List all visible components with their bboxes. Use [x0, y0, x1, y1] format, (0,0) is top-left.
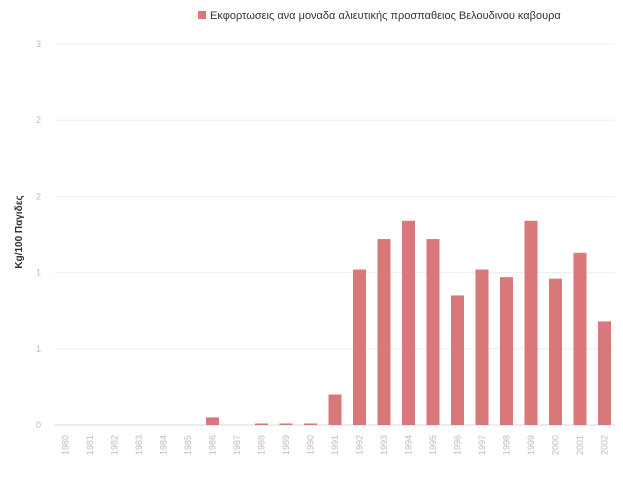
bar-1990 — [304, 423, 317, 425]
bar-1999 — [524, 220, 538, 425]
x-tick-label-1991: 1991 — [330, 435, 340, 455]
bar-1991 — [328, 394, 342, 425]
x-tick-label-1999: 1999 — [526, 435, 536, 455]
bar-2001 — [573, 252, 587, 425]
x-tick-label-1982: 1982 — [110, 435, 120, 455]
bar-1986 — [206, 417, 219, 425]
x-tick-label-1985: 1985 — [183, 435, 193, 455]
x-tick-label-1997: 1997 — [477, 435, 487, 455]
bar-1993 — [377, 239, 391, 425]
x-tick-label-2002: 2002 — [600, 435, 610, 455]
y-tick-label: 1 — [36, 268, 41, 278]
x-tick-label-1998: 1998 — [502, 435, 512, 455]
bar-1995 — [426, 239, 440, 425]
x-tick-label-1990: 1990 — [306, 435, 316, 455]
legend-swatch — [198, 11, 206, 19]
x-tick-label-1993: 1993 — [379, 435, 389, 455]
y-tick-labels: 0 1 1 2 2 3 — [36, 39, 41, 430]
y-tick-label: 2 — [36, 191, 41, 201]
x-tick-label-1995: 1995 — [428, 435, 438, 455]
x-tick-label-1994: 1994 — [404, 435, 414, 455]
x-tick-label-1989: 1989 — [281, 435, 291, 455]
x-tick-label-1987: 1987 — [232, 435, 242, 455]
bar-1996 — [451, 295, 464, 425]
y-tick-label: 0 — [36, 420, 41, 430]
legend-label: Εκφορτωσεις ανα μοναδα αλιευτικής προσπα… — [210, 10, 561, 22]
x-tick-label-2000: 2000 — [551, 435, 561, 455]
y-tick-label: 3 — [36, 39, 41, 49]
bar-1998 — [500, 277, 513, 425]
y-axis-label: Kg/100 Παγιδες — [14, 195, 25, 268]
x-tick-label-1983: 1983 — [134, 435, 144, 455]
x-tick-label-1988: 1988 — [257, 435, 267, 455]
bar-1992 — [353, 269, 366, 425]
bars — [206, 220, 611, 425]
x-tick-labels: 1980 1981 1982 1983 1984 1985 1986 1987 1988 1989… — [61, 435, 610, 455]
bar-2000 — [549, 278, 562, 425]
bar-1994 — [402, 220, 415, 425]
x-tick-label-1986: 1986 — [208, 435, 218, 455]
bar-1997 — [475, 269, 489, 425]
bar-1989 — [279, 423, 293, 425]
y-tick-label: 1 — [36, 344, 41, 354]
x-tick-label-1984: 1984 — [159, 435, 169, 455]
x-tick-label-1996: 1996 — [453, 435, 463, 455]
y-tick-label: 2 — [36, 115, 41, 125]
x-tick-label-1981: 1981 — [85, 435, 95, 455]
bar-2002 — [598, 321, 611, 425]
x-tick-label-1992: 1992 — [355, 435, 365, 455]
bar-1988 — [255, 423, 268, 425]
x-tick-label-1980: 1980 — [61, 435, 71, 455]
x-tick-label-2001: 2001 — [575, 435, 585, 455]
legend: Εκφορτωσεις ανα μοναδα αλιευτικής προσπα… — [198, 10, 561, 22]
